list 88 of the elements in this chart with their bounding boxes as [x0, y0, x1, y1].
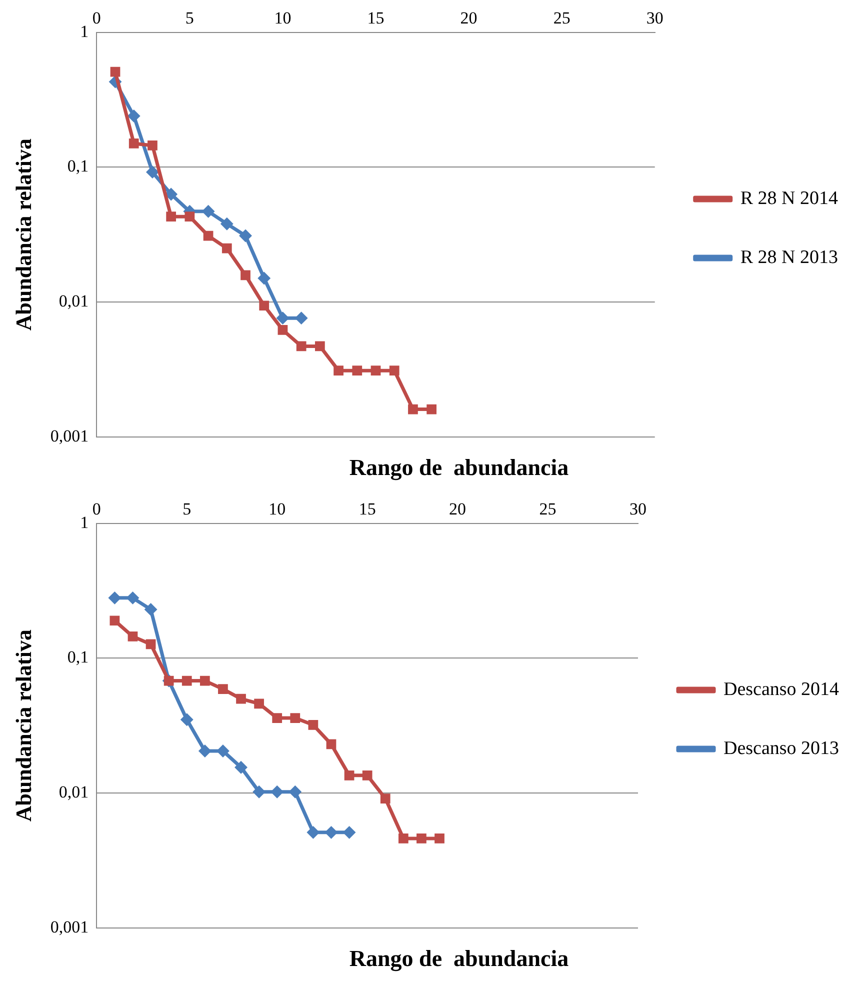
- legend-label: Descanso 2014: [724, 678, 840, 700]
- point: [276, 312, 288, 324]
- point: [334, 366, 344, 376]
- point: [182, 676, 192, 686]
- point: [326, 739, 336, 750]
- point: [352, 366, 362, 376]
- point: [128, 110, 140, 122]
- point: [199, 745, 211, 757]
- y-tick-label: 0,001: [50, 426, 89, 446]
- point: [289, 786, 301, 798]
- y-tick-label: 0,01: [58, 782, 89, 802]
- point: [235, 762, 247, 774]
- x-tick-label: 15: [367, 8, 384, 28]
- point: [222, 243, 232, 254]
- x-tick-label: 20: [449, 500, 466, 519]
- point: [434, 834, 444, 844]
- y-tick-label: 1: [80, 22, 89, 41]
- point: [325, 826, 337, 838]
- x-tick-label: 10: [268, 500, 286, 519]
- point: [389, 366, 400, 376]
- point: [380, 794, 390, 804]
- point: [398, 834, 408, 844]
- point: [362, 770, 372, 780]
- point: [110, 66, 120, 77]
- point: [108, 592, 120, 604]
- point: [146, 166, 158, 178]
- point: [145, 604, 157, 616]
- legend-label: Descanso 2013: [724, 738, 840, 759]
- point: [221, 218, 233, 230]
- x-tick-label: 30: [646, 8, 664, 28]
- point: [278, 325, 288, 335]
- x-axis-title: Rango de abundancia: [348, 946, 570, 974]
- point: [290, 713, 300, 723]
- point: [296, 312, 308, 324]
- legend-label: R 28 N 2013: [740, 246, 838, 268]
- point: [128, 632, 138, 642]
- y-tick-label: 0,1: [67, 156, 89, 176]
- point: [236, 694, 246, 704]
- point: [240, 230, 252, 242]
- point: [166, 212, 176, 222]
- point: [165, 188, 177, 200]
- point: [218, 684, 228, 694]
- point: [202, 206, 214, 218]
- y-tick-label: 0,001: [50, 917, 89, 936]
- x-tick-label: 10: [274, 8, 292, 28]
- point: [296, 341, 306, 352]
- y-tick-label: 1: [80, 512, 89, 532]
- point: [253, 786, 265, 798]
- point: [344, 770, 354, 780]
- y-axis-title: Abundancia relativa: [10, 138, 36, 331]
- x-tick-label: 20: [460, 8, 478, 28]
- point: [240, 270, 250, 280]
- point: [128, 138, 139, 148]
- point: [408, 404, 418, 414]
- point: [258, 272, 270, 284]
- point: [271, 786, 283, 798]
- x-axis-title: Rango de abundancia: [348, 455, 570, 482]
- point: [184, 212, 195, 222]
- x-tick-label: 25: [539, 500, 556, 519]
- x-tick-label: 25: [553, 8, 570, 28]
- x-tick-label: 15: [358, 500, 376, 519]
- point: [426, 404, 437, 414]
- point: [308, 720, 318, 730]
- point: [203, 230, 214, 241]
- point: [148, 140, 158, 150]
- point: [217, 745, 229, 757]
- x-tick-label: 5: [182, 500, 192, 519]
- point: [344, 826, 356, 838]
- point: [416, 834, 426, 844]
- y-tick-label: 0,1: [67, 648, 89, 667]
- point: [254, 698, 264, 709]
- point: [315, 341, 325, 352]
- y-axis-title: Abundancia relativa: [10, 630, 36, 822]
- point: [126, 592, 138, 604]
- point: [370, 366, 381, 376]
- x-tick-label: 0: [92, 8, 101, 28]
- point: [146, 639, 156, 650]
- point: [259, 300, 270, 311]
- x-tick-label: 5: [185, 8, 194, 28]
- x-tick-label: 30: [630, 500, 646, 519]
- point: [307, 826, 319, 838]
- point: [110, 616, 120, 626]
- point: [200, 676, 210, 686]
- point: [272, 713, 282, 723]
- point: [181, 714, 193, 726]
- x-tick-label: 0: [92, 500, 101, 519]
- legend-label: R 28 N 2014: [740, 188, 838, 209]
- y-tick-label: 0,01: [58, 291, 89, 310]
